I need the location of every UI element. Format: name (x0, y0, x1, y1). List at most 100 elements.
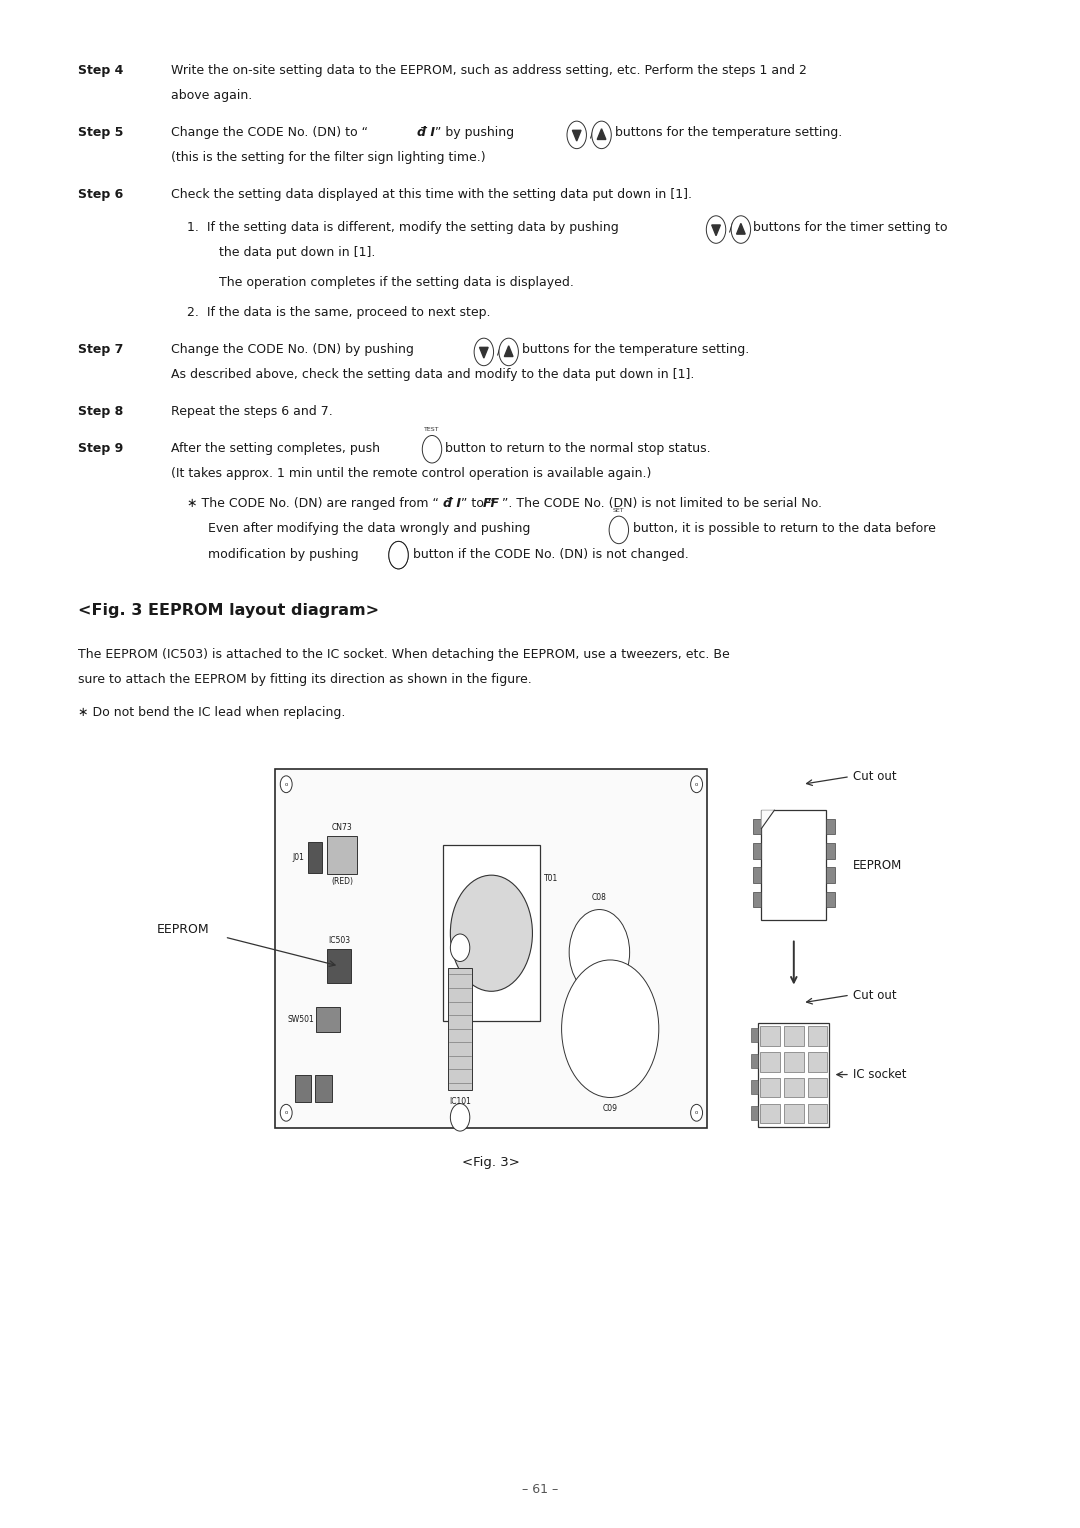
Bar (760, 1077, 780, 1097)
Text: SW501: SW501 (287, 1015, 314, 1024)
Text: EEPROM: EEPROM (157, 923, 210, 937)
Polygon shape (504, 345, 513, 356)
Circle shape (450, 876, 532, 992)
Bar (826, 892, 835, 908)
Text: Step 8: Step 8 (78, 405, 123, 419)
Bar (784, 1103, 804, 1123)
Bar (784, 1077, 804, 1097)
Text: o: o (284, 782, 288, 787)
Text: C09: C09 (603, 1103, 618, 1112)
Text: the data put down in [1].: the data put down in [1]. (219, 246, 376, 258)
Bar (760, 1025, 780, 1045)
Text: sure to attach the EEPROM by fitting its direction as shown in the figure.: sure to attach the EEPROM by fitting its… (78, 674, 531, 686)
Text: 2.  If the data is the same, proceed to next step.: 2. If the data is the same, proceed to n… (187, 307, 490, 319)
Text: (this is the setting for the filter sign lighting time.): (this is the setting for the filter sign… (171, 151, 485, 165)
Circle shape (474, 338, 494, 365)
Text: Step 5: Step 5 (78, 125, 123, 139)
Text: buttons for the timer setting to: buttons for the timer setting to (753, 220, 947, 234)
Text: modification by pushing: modification by pushing (208, 547, 359, 561)
Bar (448, 967, 472, 1089)
Circle shape (389, 541, 408, 568)
Bar (758, 1022, 829, 1126)
Text: Step 4: Step 4 (78, 64, 123, 78)
Circle shape (281, 1105, 292, 1122)
Text: (RED): (RED) (332, 877, 353, 886)
Text: CN73: CN73 (332, 822, 353, 831)
Bar (753, 819, 761, 834)
Bar (808, 1077, 827, 1097)
Text: Even after modifying the data wrongly and pushing: Even after modifying the data wrongly an… (208, 523, 530, 535)
Text: ” to “: ” to “ (461, 497, 495, 510)
Text: IC503: IC503 (328, 935, 350, 944)
Circle shape (562, 960, 659, 1097)
Text: button if the CODE No. (DN) is not changed.: button if the CODE No. (DN) is not chang… (413, 547, 688, 561)
Polygon shape (761, 810, 774, 828)
Text: above again.: above again. (171, 89, 252, 102)
Text: IC socket: IC socket (853, 1068, 907, 1082)
Bar (327, 949, 351, 983)
Bar (826, 819, 835, 834)
Text: J01: J01 (293, 853, 305, 862)
Bar (826, 868, 835, 883)
Text: Step 6: Step 6 (78, 188, 123, 202)
Text: FF: FF (483, 497, 500, 510)
Text: <Fig. 3>: <Fig. 3> (462, 1155, 521, 1169)
Circle shape (592, 121, 611, 148)
Text: ∗ Do not bend the IC lead when replacing.: ∗ Do not bend the IC lead when replacing… (78, 706, 346, 720)
Text: EEPROM: EEPROM (853, 859, 903, 872)
Bar (753, 843, 761, 859)
Bar (751, 1054, 758, 1068)
Text: <Fig. 3 EEPROM layout diagram>: <Fig. 3 EEPROM layout diagram> (78, 602, 379, 617)
Text: /: / (590, 125, 594, 139)
Bar (826, 843, 835, 859)
Circle shape (499, 338, 518, 365)
Circle shape (706, 215, 726, 243)
Text: Change the CODE No. (DN) by pushing: Change the CODE No. (DN) by pushing (171, 344, 414, 356)
Text: Cut out: Cut out (853, 989, 896, 1002)
Text: button, it is possible to return to the data before: button, it is possible to return to the … (633, 523, 935, 535)
Text: 1.  If the setting data is different, modify the setting data by pushing: 1. If the setting data is different, mod… (187, 220, 619, 234)
Text: ∗ The CODE No. (DN) are ranged from “: ∗ The CODE No. (DN) are ranged from “ (187, 497, 438, 510)
Text: After the setting completes, push: After the setting completes, push (171, 442, 380, 455)
Bar (295, 1074, 311, 1102)
Bar (316, 1007, 340, 1031)
Bar (753, 868, 761, 883)
Text: The operation completes if the setting data is displayed.: The operation completes if the setting d… (219, 277, 575, 289)
Text: The EEPROM (IC503) is attached to the IC socket. When detaching the EEPROM, use : The EEPROM (IC503) is attached to the IC… (78, 648, 729, 662)
Bar (784, 1025, 804, 1045)
Circle shape (567, 121, 586, 148)
Text: buttons for the temperature setting.: buttons for the temperature setting. (615, 125, 841, 139)
Bar (784, 1051, 804, 1071)
Bar (751, 1080, 758, 1094)
Text: (It takes approx. 1 min until the remote control operation is available again.): (It takes approx. 1 min until the remote… (171, 468, 651, 480)
Text: IC101: IC101 (449, 1097, 471, 1106)
Text: – 61 –: – 61 – (522, 1484, 558, 1496)
Bar (315, 1074, 332, 1102)
Text: o: o (694, 1111, 699, 1115)
Bar (751, 1028, 758, 1042)
Text: ”. The CODE No. (DN) is not limited to be serial No.: ”. The CODE No. (DN) is not limited to b… (502, 497, 822, 510)
Bar (808, 1025, 827, 1045)
Circle shape (450, 1103, 470, 1131)
Polygon shape (572, 130, 581, 141)
Bar (753, 892, 761, 908)
Circle shape (422, 435, 442, 463)
Text: đ I: đ I (443, 497, 461, 510)
Text: button to return to the normal stop status.: button to return to the normal stop stat… (445, 442, 711, 455)
Bar (760, 1051, 780, 1071)
Text: TEST: TEST (424, 428, 440, 432)
Text: As described above, check the setting data and modify to the data put down in [1: As described above, check the setting da… (171, 368, 694, 382)
Bar (808, 1103, 827, 1123)
Text: /: / (497, 344, 501, 356)
Text: buttons for the temperature setting.: buttons for the temperature setting. (522, 344, 748, 356)
Polygon shape (712, 225, 720, 235)
Text: Check the setting data displayed at this time with the setting data put down in : Check the setting data displayed at this… (171, 188, 691, 202)
Circle shape (731, 215, 751, 243)
Polygon shape (597, 128, 606, 139)
Bar (760, 1103, 780, 1123)
Bar (761, 810, 826, 920)
Text: ” by pushing: ” by pushing (435, 125, 514, 139)
Bar (808, 1051, 827, 1071)
Text: Repeat the steps 6 and 7.: Repeat the steps 6 and 7. (171, 405, 333, 419)
Text: Change the CODE No. (DN) to “: Change the CODE No. (DN) to “ (171, 125, 367, 139)
